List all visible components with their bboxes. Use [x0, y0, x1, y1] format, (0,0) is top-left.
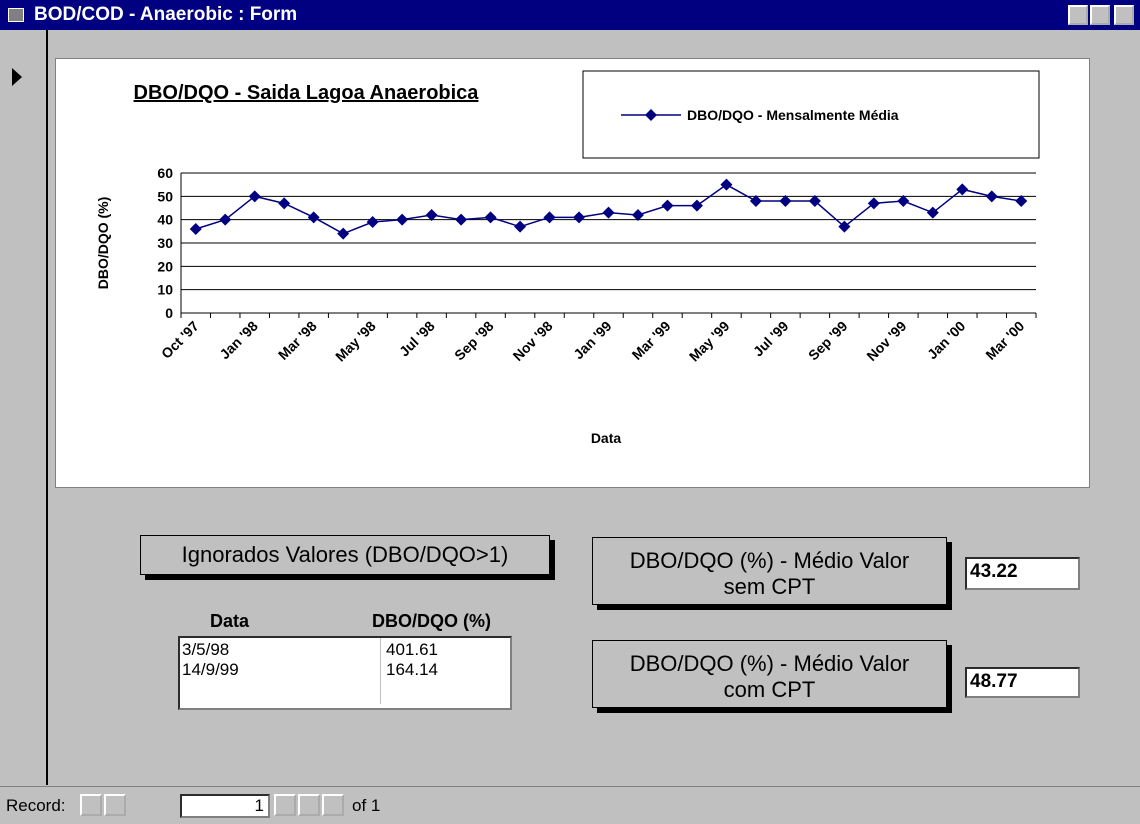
- data-point: [543, 211, 556, 224]
- ignored-label-text: Ignorados Valores (DBO/DQO>1): [181, 542, 509, 567]
- y-axis-label: DBO/DQO (%): [95, 197, 111, 290]
- data-point: [720, 178, 733, 191]
- data-point: [337, 227, 350, 240]
- x-tick-label: Jan '98: [216, 318, 261, 363]
- x-tick-label: May '99: [686, 318, 733, 365]
- y-tick-label: 10: [157, 282, 173, 298]
- x-tick-label: Sep '98: [451, 318, 497, 364]
- data-point: [396, 213, 409, 226]
- x-tick-label: Nov '98: [510, 318, 556, 364]
- x-tick-label: Sep '99: [805, 318, 851, 364]
- next-record-button[interactable]: [274, 794, 296, 816]
- x-tick-label: Nov '99: [863, 318, 909, 364]
- minimize-button[interactable]: [1068, 5, 1088, 25]
- stat-field[interactable]: 43.22: [965, 557, 1080, 590]
- close-button[interactable]: [1114, 5, 1134, 25]
- ignored-label: Ignorados Valores (DBO/DQO>1): [140, 535, 550, 575]
- x-tick-label: Mar '99: [629, 318, 674, 363]
- data-point: [1015, 195, 1028, 207]
- window-icon: [8, 8, 24, 22]
- first-record-button[interactable]: [80, 794, 102, 816]
- x-tick-label: Jan '00: [924, 318, 969, 363]
- column-header: DBO/DQO (%): [372, 611, 491, 631]
- list-cell: 164.14: [386, 660, 438, 679]
- chart: DBO/DQO - Saida Lagoa Anaerobica DBO/DQO…: [55, 58, 1090, 488]
- data-point: [661, 199, 674, 212]
- data-point: [219, 213, 232, 226]
- record-selector[interactable]: [0, 30, 48, 785]
- data-point: [248, 190, 261, 203]
- data-point: [189, 223, 202, 235]
- data-point: [956, 183, 969, 196]
- data-point: [425, 209, 438, 221]
- x-tick-label: Jan '99: [570, 318, 615, 363]
- chart-title: DBO/DQO - Saida Lagoa Anaerobica: [134, 82, 480, 104]
- navigator-label: Record:: [6, 796, 66, 815]
- stat-value: 48.77: [970, 671, 1018, 692]
- stat-field[interactable]: 48.77: [965, 667, 1080, 698]
- x-axis-label: Data: [591, 430, 622, 446]
- stat-label: DBO/DQO (%) - Médio Valor sem CPT: [592, 537, 947, 605]
- data-point: [867, 197, 880, 210]
- stat-label: DBO/DQO (%) - Médio Valor com CPT: [592, 640, 947, 708]
- data-point: [366, 216, 379, 228]
- data-point: [926, 206, 939, 219]
- data-point: [690, 199, 703, 212]
- ignored-list[interactable]: 3/5/98 401.61 14/9/99 164.14: [178, 636, 512, 710]
- previous-record-button[interactable]: [104, 794, 126, 816]
- data-point: [897, 195, 910, 207]
- data-point: [307, 211, 320, 224]
- x-tick-label: Oct '97: [158, 318, 202, 362]
- maximize-button[interactable]: [1090, 5, 1110, 25]
- title-bar: BOD/COD - Anaerobic : Form: [0, 0, 1140, 30]
- legend-label: DBO/DQO - Mensalmente Média: [687, 107, 899, 123]
- data-point: [573, 211, 586, 224]
- data-point: [514, 220, 527, 233]
- stat-label-text: DBO/DQO (%) - Médio Valor com CPT: [629, 651, 910, 702]
- list-cell: 401.61: [386, 640, 438, 659]
- stat-value: 43.22: [970, 561, 1018, 582]
- data-point: [484, 211, 497, 224]
- data-point: [602, 206, 615, 219]
- y-tick-label: 20: [157, 258, 173, 274]
- x-tick-label: Jul '98: [396, 318, 438, 360]
- data-point: [779, 195, 792, 207]
- data-point: [278, 197, 291, 210]
- window-title: BOD/COD - Anaerobic : Form: [34, 4, 298, 25]
- y-tick-label: 60: [157, 165, 173, 181]
- y-tick-label: 40: [157, 212, 173, 228]
- x-tick-label: May '98: [332, 318, 379, 365]
- last-record-button[interactable]: [298, 794, 320, 816]
- x-tick-label: Mar '98: [275, 318, 320, 363]
- x-tick-label: Mar '00: [982, 318, 1027, 363]
- record-number[interactable]: 1: [180, 794, 270, 818]
- data-point: [749, 195, 762, 207]
- data-point: [631, 209, 644, 221]
- y-tick-label: 30: [157, 235, 173, 251]
- legend-marker: [645, 109, 657, 121]
- y-tick-label: 50: [157, 188, 173, 204]
- navigation-bar: [0, 786, 1140, 824]
- column-header: Data: [210, 611, 250, 631]
- x-tick-label: Jul '99: [750, 318, 792, 360]
- data-point: [455, 213, 468, 226]
- new-record-button[interactable]: [322, 794, 344, 816]
- data-point: [985, 190, 998, 203]
- record-total: of 1: [352, 796, 381, 815]
- record-arrow: [12, 68, 22, 86]
- data-point: [838, 220, 851, 233]
- y-tick-label: 0: [165, 305, 173, 321]
- data-point: [808, 195, 821, 207]
- list-cell: 14/9/99: [182, 660, 239, 679]
- stat-label-text: DBO/DQO (%) - Médio Valor sem CPT: [629, 548, 910, 599]
- list-cell: 3/5/98: [182, 640, 230, 659]
